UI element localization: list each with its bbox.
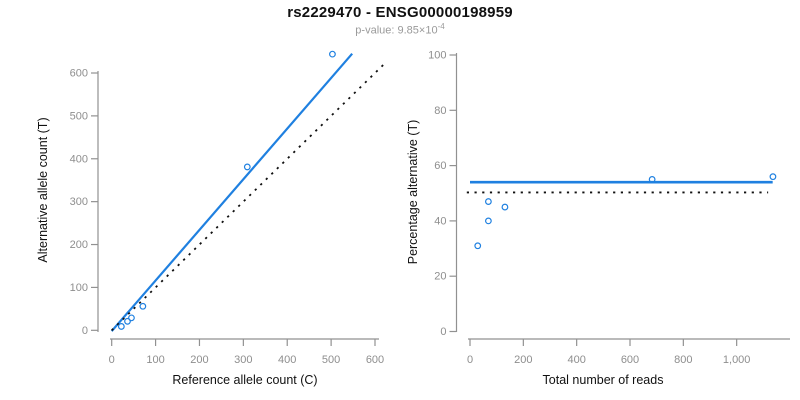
y-tick-label: 200 bbox=[70, 239, 88, 251]
x-tick-label: 0 bbox=[467, 354, 473, 366]
x-tick-label: 800 bbox=[674, 354, 692, 366]
x-tick-label: 500 bbox=[322, 354, 340, 366]
data-point bbox=[501, 203, 509, 211]
p-value-text: p-value: 9.85×10 bbox=[355, 24, 438, 37]
chart-title: rs2229470 - ENSG00000198959 bbox=[287, 4, 513, 21]
x-tick-label: 300 bbox=[234, 354, 252, 366]
x-tick-label: 100 bbox=[146, 354, 164, 366]
y-tick-label: 80 bbox=[434, 105, 446, 117]
y-axis-title: Alternative allele count (T) bbox=[36, 117, 50, 262]
y-axis-title: Percentage alternative (T) bbox=[406, 120, 420, 265]
fit-line bbox=[110, 52, 354, 332]
right-panel: 0 20 40 60 80 100 0 200 400 600 800 1,000 Total numb… bbox=[406, 50, 790, 387]
x-tick-label: 0 bbox=[109, 354, 115, 366]
data-point bbox=[139, 302, 147, 310]
y-tick-label: 300 bbox=[70, 196, 88, 208]
y-tick-label: 0 bbox=[82, 325, 88, 337]
p-value-exponent: -4 bbox=[437, 22, 445, 31]
y-tick-label: 40 bbox=[434, 215, 446, 227]
data-point bbox=[769, 173, 777, 181]
x-tick-label: 200 bbox=[190, 354, 208, 366]
x-tick-label: 1,000 bbox=[723, 354, 751, 366]
x-axis-title: Total number of reads bbox=[543, 373, 664, 387]
data-point bbox=[329, 50, 336, 58]
x-tick-label: 600 bbox=[621, 354, 639, 366]
data-point bbox=[124, 317, 131, 325]
data-point bbox=[485, 198, 492, 205]
left-panel: 0 100 200 300 400 500 600 0 100 200 300 400 500 600 Re… bbox=[36, 50, 386, 387]
data-point bbox=[243, 163, 251, 171]
y-tick-label: 600 bbox=[70, 68, 88, 80]
p-value-subtitle: p-value: 9.85×10-4 bbox=[0, 22, 800, 37]
data-point bbox=[474, 242, 482, 250]
x-axis-title: Reference allele count (C) bbox=[172, 373, 317, 387]
data-point bbox=[128, 314, 135, 322]
y-tick-label: 0 bbox=[440, 326, 446, 338]
y-tick-label: 500 bbox=[70, 110, 88, 122]
y-tick-label: 100 bbox=[428, 50, 446, 62]
x-tick-label: 200 bbox=[514, 354, 532, 366]
data-point bbox=[117, 323, 125, 330]
x-tick-label: 400 bbox=[567, 354, 585, 366]
identity-line bbox=[111, 62, 386, 331]
y-tick-label: 20 bbox=[434, 271, 446, 283]
x-tick-label: 400 bbox=[278, 354, 296, 366]
data-point bbox=[485, 217, 492, 225]
y-tick-label: 100 bbox=[70, 282, 88, 294]
y-tick-label: 400 bbox=[70, 153, 88, 165]
x-tick-label: 600 bbox=[366, 354, 384, 366]
y-tick-label: 60 bbox=[434, 160, 446, 172]
data-point bbox=[648, 176, 656, 183]
